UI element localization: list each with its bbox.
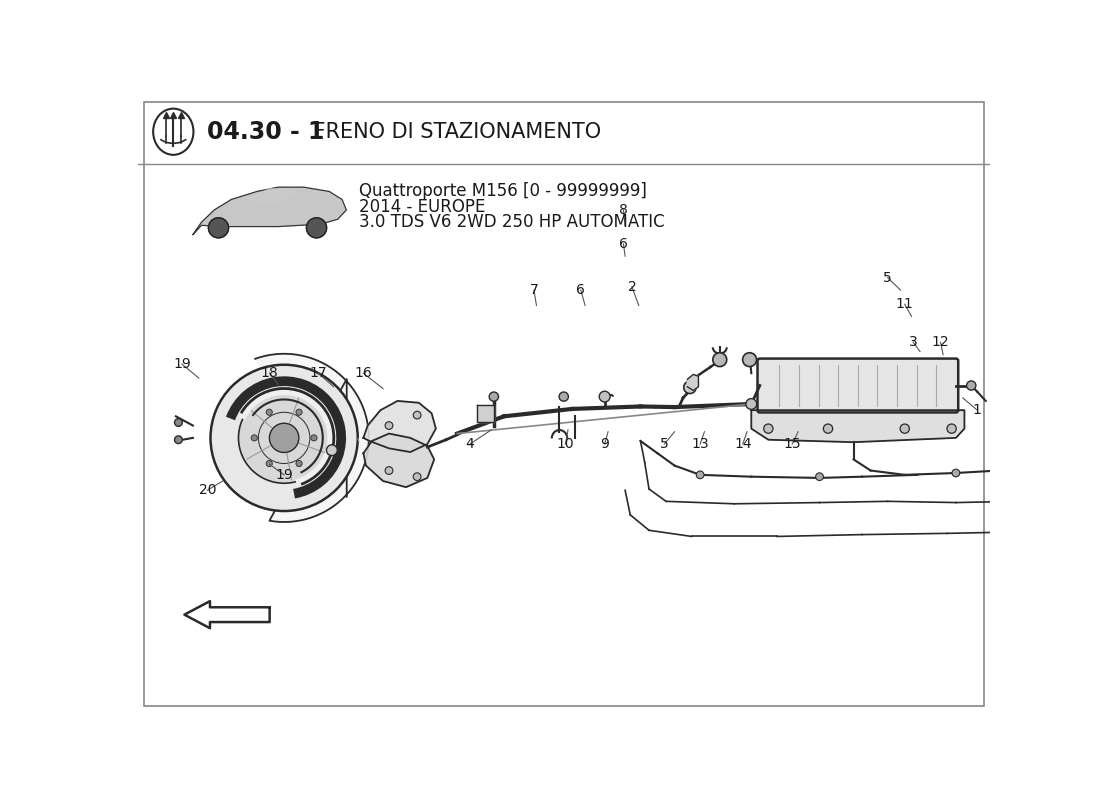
Circle shape	[210, 365, 358, 511]
Circle shape	[763, 424, 773, 434]
Text: 15: 15	[783, 437, 801, 451]
Circle shape	[684, 382, 696, 394]
Polygon shape	[363, 401, 436, 452]
Circle shape	[307, 218, 327, 238]
Text: 18: 18	[261, 366, 278, 380]
Circle shape	[175, 418, 183, 426]
Text: 17: 17	[309, 366, 327, 380]
Text: 19: 19	[173, 357, 190, 371]
Polygon shape	[255, 354, 368, 522]
Text: 3.0 TDS V6 2WD 250 HP AUTOMATIC: 3.0 TDS V6 2WD 250 HP AUTOMATIC	[359, 213, 664, 231]
Text: FRENO DI STAZIONAMENTO: FRENO DI STAZIONAMENTO	[307, 122, 601, 142]
Polygon shape	[688, 374, 698, 390]
Circle shape	[311, 435, 317, 441]
Text: 14: 14	[734, 437, 751, 451]
Circle shape	[952, 469, 960, 477]
Circle shape	[175, 436, 183, 443]
Text: 6: 6	[619, 237, 628, 251]
Circle shape	[296, 461, 303, 466]
Circle shape	[815, 473, 824, 481]
Text: 5: 5	[660, 437, 669, 451]
Text: 3: 3	[909, 335, 917, 350]
Circle shape	[824, 424, 833, 434]
Circle shape	[208, 218, 229, 238]
Circle shape	[696, 471, 704, 478]
Circle shape	[900, 424, 910, 434]
Text: 4: 4	[465, 437, 474, 451]
Circle shape	[266, 461, 273, 466]
Text: 04.30 - 1: 04.30 - 1	[208, 120, 324, 144]
Text: 6: 6	[576, 283, 585, 297]
Circle shape	[266, 409, 273, 415]
Polygon shape	[185, 601, 270, 628]
Text: 12: 12	[932, 335, 949, 350]
Circle shape	[414, 473, 421, 481]
Circle shape	[559, 392, 569, 402]
Circle shape	[239, 393, 330, 483]
Text: 2: 2	[628, 280, 636, 294]
Polygon shape	[192, 187, 346, 234]
Text: 2014 - EUROPE: 2014 - EUROPE	[359, 198, 485, 216]
Circle shape	[1003, 528, 1011, 536]
Text: 8: 8	[619, 203, 628, 217]
Circle shape	[270, 423, 299, 453]
Text: 16: 16	[354, 366, 372, 380]
Text: 13: 13	[691, 437, 710, 451]
Polygon shape	[476, 406, 494, 422]
FancyBboxPatch shape	[758, 358, 958, 413]
Text: Quattroporte M156 [0 - 99999999]: Quattroporte M156 [0 - 99999999]	[359, 182, 647, 200]
Polygon shape	[751, 410, 965, 442]
Circle shape	[385, 466, 393, 474]
Text: 10: 10	[557, 437, 574, 451]
Circle shape	[947, 424, 956, 434]
Circle shape	[746, 398, 757, 410]
Circle shape	[1012, 498, 1020, 505]
Circle shape	[251, 435, 257, 441]
Text: 7: 7	[529, 283, 538, 297]
Circle shape	[385, 422, 393, 430]
Text: 9: 9	[601, 437, 609, 451]
Circle shape	[490, 392, 498, 402]
Circle shape	[414, 411, 421, 419]
Text: 1: 1	[972, 403, 981, 417]
Text: 20: 20	[199, 483, 217, 498]
Circle shape	[327, 445, 338, 455]
Text: 5: 5	[883, 270, 892, 285]
Polygon shape	[363, 434, 434, 487]
Circle shape	[600, 391, 610, 402]
Circle shape	[296, 409, 303, 415]
Text: 11: 11	[895, 298, 914, 311]
Text: 19: 19	[275, 468, 293, 482]
Polygon shape	[249, 188, 295, 204]
Circle shape	[742, 353, 757, 366]
Circle shape	[713, 353, 727, 366]
Circle shape	[967, 381, 976, 390]
